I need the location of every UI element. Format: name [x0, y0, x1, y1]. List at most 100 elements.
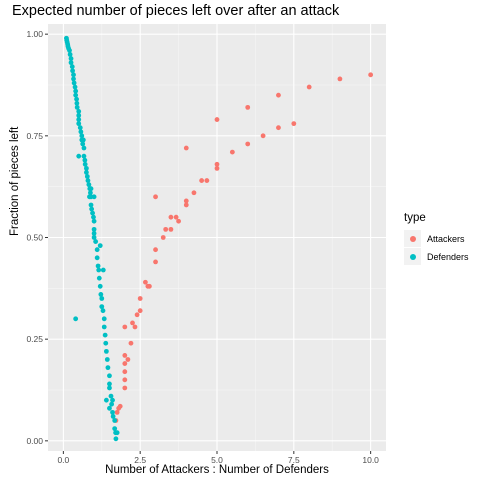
point-defenders: [80, 137, 86, 143]
point-defenders: [103, 397, 109, 403]
point-defenders: [68, 60, 74, 66]
point-defenders: [88, 186, 94, 192]
point-attackers: [245, 104, 251, 110]
point-defenders: [91, 214, 96, 220]
point-attackers: [128, 340, 134, 346]
point-attackers: [229, 149, 235, 155]
x-tick-label: 2.5: [134, 455, 146, 465]
point-attackers: [137, 308, 143, 314]
point-defenders: [112, 418, 118, 423]
point-defenders: [103, 340, 109, 346]
legend-label: Attackers: [427, 233, 465, 244]
point-defenders: [114, 430, 120, 436]
legend-dot-attackers: [409, 235, 416, 242]
y-tick-label: 0.50: [26, 233, 43, 243]
legend-item-defenders: Defenders: [404, 248, 469, 265]
legend-key: [404, 248, 421, 265]
point-attackers: [122, 369, 128, 375]
point-defenders: [108, 393, 114, 399]
point-defenders: [70, 68, 75, 74]
point-defenders: [96, 275, 102, 281]
point-attackers: [122, 361, 128, 366]
point-defenders: [98, 292, 104, 297]
point-attackers: [306, 84, 312, 90]
point-defenders: [76, 109, 82, 114]
point-attackers: [176, 218, 181, 224]
point-attackers: [122, 377, 128, 383]
chart-title: Expected number of pieces left over afte…: [12, 3, 340, 19]
point-defenders: [76, 117, 82, 122]
point-attackers: [368, 72, 374, 78]
point-attackers: [153, 194, 158, 200]
point-attackers: [163, 226, 169, 232]
point-defenders: [95, 263, 101, 269]
x-tick-label: 10.0: [362, 455, 379, 465]
y-axis-label: Fraction of pieces left: [9, 126, 21, 236]
point-defenders: [97, 283, 103, 289]
point-defenders: [91, 231, 97, 236]
point-defenders: [67, 48, 72, 53]
point-defenders: [79, 133, 85, 139]
point-attackers: [122, 385, 128, 391]
point-defenders: [110, 414, 116, 419]
y-tick-label: 1.00: [26, 29, 43, 39]
y-tick-label: 0.25: [26, 334, 43, 344]
point-attackers: [117, 403, 123, 409]
point-defenders: [67, 52, 73, 57]
point-defenders: [82, 161, 88, 167]
point-defenders: [74, 104, 80, 110]
point-defenders: [71, 80, 77, 86]
point-attackers: [168, 214, 174, 220]
point-attackers: [173, 214, 179, 220]
point-attackers: [276, 92, 281, 98]
point-defenders: [97, 243, 103, 249]
point-defenders: [107, 385, 112, 391]
point-attackers: [130, 320, 135, 326]
point-attackers: [291, 121, 297, 127]
point-defenders: [82, 157, 88, 163]
point-attackers: [183, 198, 189, 204]
point-defenders: [107, 405, 112, 411]
point-attackers: [132, 324, 138, 330]
point-defenders: [109, 401, 115, 407]
legend-dot-defenders: [409, 253, 416, 260]
point-defenders: [91, 235, 97, 240]
point-defenders: [110, 397, 115, 403]
point-defenders: [73, 88, 79, 94]
point-defenders: [101, 324, 107, 330]
point-defenders: [90, 210, 95, 216]
point-defenders: [76, 121, 82, 127]
point-defenders: [110, 409, 115, 415]
point-defenders: [84, 170, 89, 175]
point-defenders: [74, 100, 80, 106]
point-defenders: [91, 218, 97, 224]
point-defenders: [86, 182, 92, 188]
legend-title: type: [404, 212, 426, 224]
legend-item-attackers: Attackers: [404, 230, 469, 247]
point-attackers: [191, 190, 197, 196]
point-defenders: [74, 96, 79, 102]
point-defenders: [69, 64, 75, 70]
point-attackers: [160, 235, 166, 240]
point-defenders: [100, 308, 106, 314]
x-tick-label: 5.0: [211, 455, 223, 465]
point-defenders: [91, 194, 97, 200]
point-attackers: [245, 141, 251, 147]
point-defenders: [89, 206, 95, 212]
point-defenders: [101, 316, 107, 322]
point-defenders: [104, 357, 110, 362]
point-attackers: [153, 259, 158, 265]
legend: type Attackers Defenders: [404, 212, 469, 266]
y-tick-label: 0.75: [26, 131, 43, 141]
point-defenders: [99, 296, 105, 301]
point-defenders: [77, 125, 83, 131]
point-defenders: [105, 365, 111, 371]
point-attackers: [214, 165, 220, 171]
point-attackers: [337, 76, 343, 82]
x-tick-label: 0.0: [57, 455, 69, 465]
point-defenders: [81, 153, 87, 159]
point-defenders: [76, 113, 82, 118]
point-attackers: [134, 312, 140, 318]
y-axis-label-wrap: Fraction of pieces left: [0, 0, 24, 480]
point-defenders: [71, 76, 76, 82]
